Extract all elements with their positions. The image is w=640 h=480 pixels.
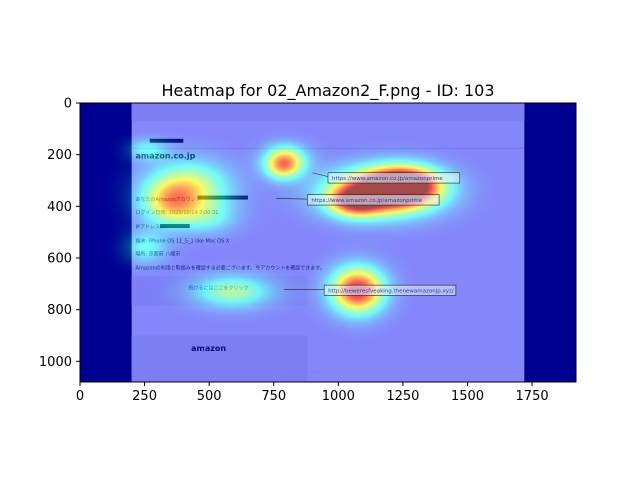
callout-box [307,194,440,206]
heatmap-overlay [80,103,576,382]
x-tick-label: 250 [132,389,157,404]
annotations: https://www.amazon.co.jp/amazonprime http… [276,172,461,296]
y-tick-label: 600 [47,252,72,267]
callout-url: https://www.amazon.co.jp/amazonprime [311,198,422,204]
x-tick-label: 0 [76,389,84,404]
plot-frame [79,102,577,383]
x-tick-label: 1750 [516,389,549,404]
y-tick-label: 1000 [39,355,72,370]
x-tick-label: 1000 [322,389,355,404]
x-axis: 0 250 500 750 1000 1250 1500 1750 [76,382,549,404]
x-tick-label: 750 [261,389,286,404]
y-tick-label: 800 [47,303,72,318]
y-tick-label: 400 [47,200,72,215]
callout-box [323,284,457,296]
callout-leader [276,198,308,200]
chart-title: Heatmap for 02_Amazon2_F.png - ID: 103 [161,81,494,101]
y-axis: 0 200 400 600 800 1000 [39,97,80,370]
callout-leader [312,172,329,177]
x-tick-label: 500 [197,389,222,404]
x-tick-label: 1500 [451,389,484,404]
callout-box [327,172,461,184]
x-tick-label: 1250 [386,389,419,404]
callout-url: https://www.amazon.co.jp/amazonprime [332,176,443,182]
callout-url: http://beweresfveaking.thenewamazonjp.xy… [328,288,454,294]
y-tick-label: 200 [47,148,72,163]
y-tick-label: 0 [64,97,72,112]
plot-area: amazon.co.jpあなたのAmazonアカウントログイン日時: 2020/… [79,102,577,383]
